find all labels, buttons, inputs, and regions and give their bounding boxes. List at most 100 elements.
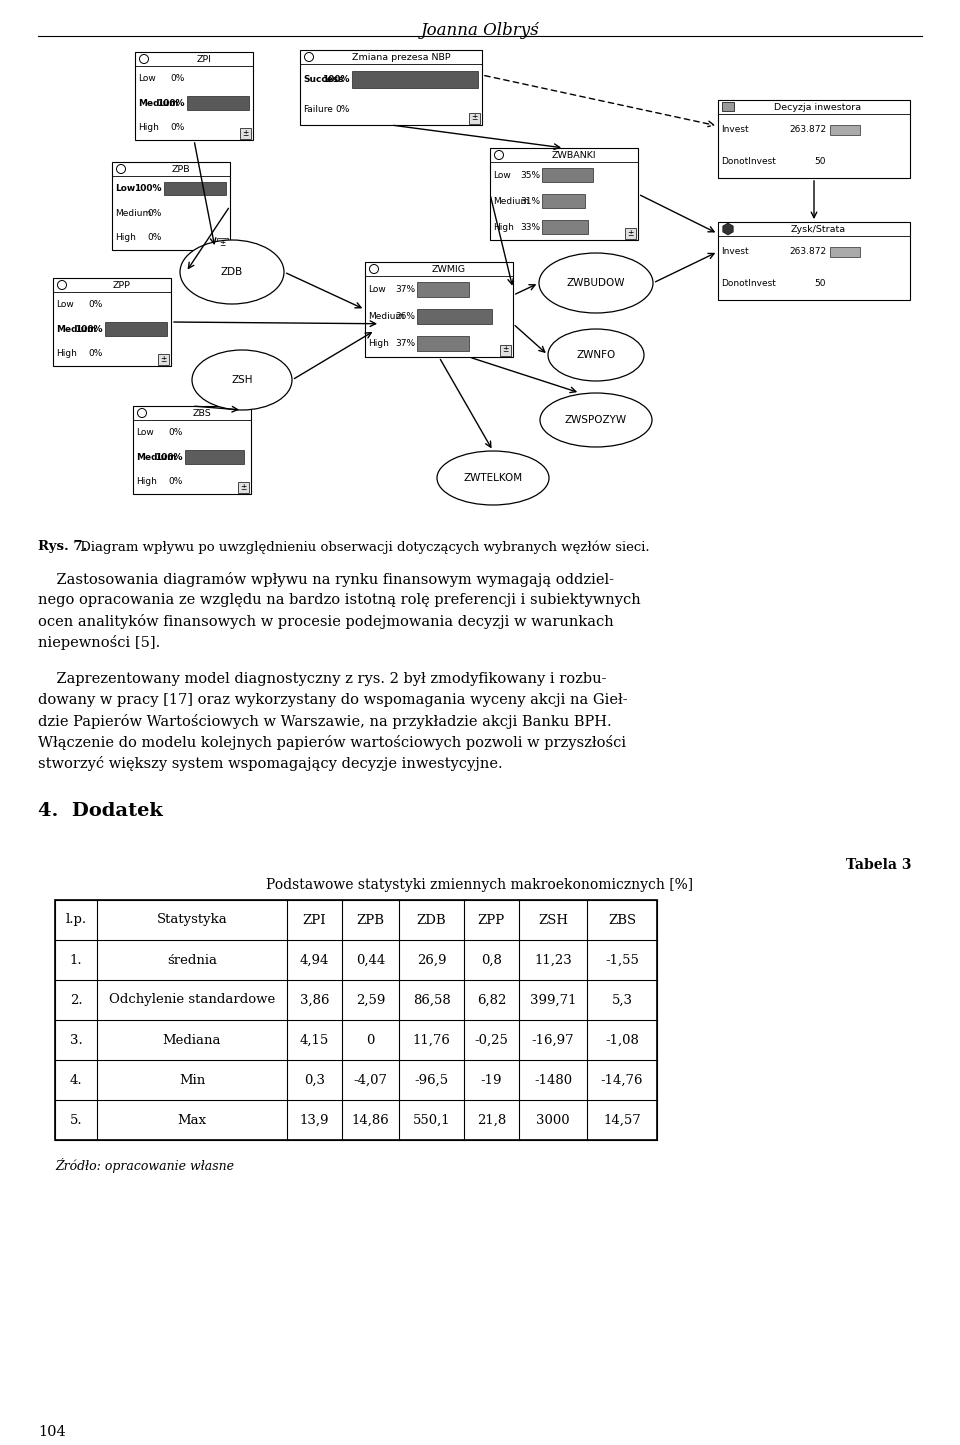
Text: Max: Max bbox=[178, 1114, 206, 1127]
Text: High: High bbox=[138, 123, 158, 131]
Text: -4,07: -4,07 bbox=[353, 1074, 388, 1087]
Text: nego opracowania ze względu na bardzo istotną rolę preferencji i subiektywnych: nego opracowania ze względu na bardzo is… bbox=[38, 592, 640, 607]
Ellipse shape bbox=[548, 329, 644, 381]
Text: 6,82: 6,82 bbox=[477, 994, 506, 1007]
Circle shape bbox=[139, 55, 149, 64]
Bar bbox=[417, 337, 469, 351]
Text: 263.872: 263.872 bbox=[789, 247, 826, 257]
Ellipse shape bbox=[437, 451, 549, 504]
Text: 0: 0 bbox=[367, 1033, 374, 1046]
Text: Invest: Invest bbox=[721, 247, 749, 257]
Text: 0%: 0% bbox=[171, 123, 185, 131]
Text: ±: ± bbox=[502, 345, 509, 354]
Text: Podstawowe statystyki zmiennych makroekonomicznych [%]: Podstawowe statystyki zmiennych makroeko… bbox=[267, 879, 693, 892]
Bar bbox=[158, 354, 169, 366]
Circle shape bbox=[58, 280, 66, 289]
Text: Low: Low bbox=[56, 299, 74, 309]
Text: ZWNFO: ZWNFO bbox=[576, 350, 615, 360]
Text: Zmiana prezesa NBP: Zmiana prezesa NBP bbox=[351, 52, 450, 62]
Text: ZWTELKOM: ZWTELKOM bbox=[464, 473, 522, 483]
Text: Źródło: opracowanie własne: Źródło: opracowanie własne bbox=[55, 1157, 234, 1173]
Bar bbox=[417, 282, 469, 296]
Text: -1,08: -1,08 bbox=[605, 1033, 639, 1046]
Text: 0%: 0% bbox=[169, 477, 183, 486]
Text: 14,86: 14,86 bbox=[351, 1114, 390, 1127]
Text: 0,8: 0,8 bbox=[481, 954, 502, 967]
Bar bbox=[417, 309, 492, 324]
Text: ocen analityków finansowych w procesie podejmowania decyzji w warunkach: ocen analityków finansowych w procesie p… bbox=[38, 614, 613, 629]
Text: Zaprezentowany model diagnostyczny z rys. 2 był zmodyfikowany i rozbu-: Zaprezentowany model diagnostyczny z rys… bbox=[38, 672, 607, 686]
Circle shape bbox=[494, 150, 503, 159]
Text: 0,44: 0,44 bbox=[356, 954, 385, 967]
Bar bbox=[300, 51, 482, 126]
Text: ZBS: ZBS bbox=[608, 913, 636, 926]
Text: Decyzja inwestora: Decyzja inwestora bbox=[775, 103, 861, 111]
Text: Failure: Failure bbox=[303, 105, 333, 114]
Text: -19: -19 bbox=[481, 1074, 502, 1087]
Text: 31%: 31% bbox=[520, 197, 540, 205]
Bar bbox=[718, 100, 910, 178]
Text: 550,1: 550,1 bbox=[413, 1114, 450, 1127]
Text: Mediana: Mediana bbox=[163, 1033, 221, 1046]
Text: dowany w pracy [17] oraz wykorzystany do wspomagania wyceny akcji na Gieł-: dowany w pracy [17] oraz wykorzystany do… bbox=[38, 694, 628, 707]
Text: ZPP: ZPP bbox=[113, 280, 131, 289]
Text: 100%: 100% bbox=[134, 184, 162, 192]
Text: 14,57: 14,57 bbox=[603, 1114, 641, 1127]
Bar bbox=[542, 220, 588, 234]
Text: -16,97: -16,97 bbox=[532, 1033, 574, 1046]
Text: High: High bbox=[136, 477, 156, 486]
Text: 100%: 100% bbox=[323, 75, 350, 84]
Text: 0%: 0% bbox=[88, 350, 103, 358]
Circle shape bbox=[137, 409, 147, 418]
Text: 263.872: 263.872 bbox=[789, 126, 826, 134]
Bar bbox=[217, 238, 228, 249]
Text: 4,94: 4,94 bbox=[300, 954, 329, 967]
Bar bbox=[105, 322, 167, 335]
Text: 26,9: 26,9 bbox=[417, 954, 446, 967]
Text: Medium: Medium bbox=[115, 208, 152, 218]
Text: średnia: średnia bbox=[167, 954, 217, 967]
Bar bbox=[542, 168, 592, 182]
Text: -96,5: -96,5 bbox=[415, 1074, 448, 1087]
Text: 0%: 0% bbox=[336, 105, 350, 114]
Text: High: High bbox=[493, 223, 514, 231]
Bar bbox=[187, 97, 249, 110]
Text: Low: Low bbox=[115, 184, 135, 192]
Bar bbox=[722, 103, 734, 111]
Text: 4,15: 4,15 bbox=[300, 1033, 329, 1046]
Text: 37%: 37% bbox=[395, 285, 415, 293]
Text: Tabela 3: Tabela 3 bbox=[847, 858, 912, 871]
Text: ZWMIG: ZWMIG bbox=[432, 264, 466, 273]
Text: 0%: 0% bbox=[171, 74, 185, 82]
Text: ±: ± bbox=[242, 129, 249, 137]
Text: 2,59: 2,59 bbox=[356, 994, 385, 1007]
Bar bbox=[830, 126, 860, 134]
Text: 399,71: 399,71 bbox=[530, 994, 576, 1007]
Bar bbox=[718, 223, 910, 301]
Bar bbox=[112, 162, 230, 250]
Bar bbox=[365, 262, 513, 357]
Text: 26%: 26% bbox=[395, 312, 415, 321]
Text: ZDB: ZDB bbox=[417, 913, 446, 926]
Text: 3000: 3000 bbox=[537, 1114, 570, 1127]
Text: -0,25: -0,25 bbox=[474, 1033, 509, 1046]
Text: ZWBUDOW: ZWBUDOW bbox=[566, 277, 625, 288]
Text: 50: 50 bbox=[814, 158, 826, 166]
Circle shape bbox=[116, 165, 126, 173]
Text: -1,55: -1,55 bbox=[605, 954, 639, 967]
Text: Invest: Invest bbox=[721, 126, 749, 134]
Bar bbox=[500, 345, 511, 355]
Bar bbox=[55, 900, 657, 1140]
Text: 3.: 3. bbox=[70, 1033, 83, 1046]
Text: 0,3: 0,3 bbox=[304, 1074, 325, 1087]
Text: High: High bbox=[56, 350, 77, 358]
Text: ±: ± bbox=[160, 354, 167, 364]
Text: 2.: 2. bbox=[70, 994, 83, 1007]
Bar bbox=[185, 451, 244, 464]
Bar bbox=[490, 147, 638, 240]
Text: 3,86: 3,86 bbox=[300, 994, 329, 1007]
Bar bbox=[53, 277, 171, 366]
Text: Medium: Medium bbox=[138, 98, 179, 107]
Text: Medium: Medium bbox=[136, 452, 177, 461]
Text: ZPP: ZPP bbox=[478, 913, 505, 926]
